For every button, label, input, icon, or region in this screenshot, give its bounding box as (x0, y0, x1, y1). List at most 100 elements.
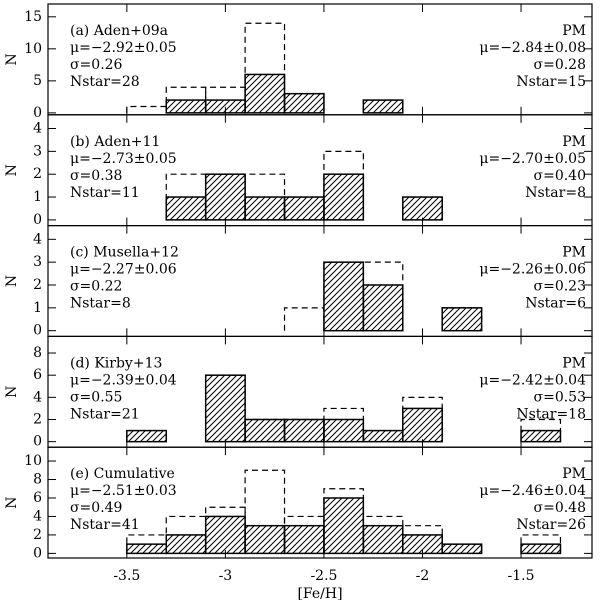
dashed-bar (362, 99, 404, 113)
annotation: μ=−2.46±0.04 (479, 483, 586, 499)
hatched-bar (362, 429, 404, 443)
dashed-bar (205, 506, 246, 554)
y-axis-label: N (4, 386, 20, 398)
y-tick-label: 5 (33, 73, 42, 89)
annotation: μ=−2.26±0.06 (479, 262, 586, 278)
hatched-bar (204, 515, 246, 555)
hatched-bar (323, 497, 365, 555)
hatched-bar (362, 284, 404, 332)
annotation: σ=0.55 (70, 389, 122, 405)
dashed-bar (205, 374, 246, 442)
y-tick-label: 4 (33, 389, 42, 405)
hatched-bar (520, 543, 562, 555)
annotation: PM (562, 355, 586, 371)
y-tick-label: 6 (33, 367, 42, 383)
annotation: Nstar=21 (70, 406, 140, 422)
hatched-bar (204, 99, 246, 114)
x-tick-label: -1.5 (508, 568, 535, 584)
annotation: μ=−2.92±0.05 (70, 40, 177, 56)
annotation: σ=0.28 (534, 57, 586, 73)
dashed-bar (362, 429, 404, 442)
annotation: σ=0.49 (70, 500, 122, 516)
dashed-bar (244, 22, 286, 113)
hatched-bar (204, 374, 246, 443)
annotation: Nstar=15 (516, 74, 586, 90)
dashed-bar (323, 488, 364, 554)
hatched-bar (126, 429, 168, 443)
y-tick-label: 0 (33, 434, 42, 450)
annotation: Nstar=18 (516, 406, 586, 422)
y-tick-label: 8 (33, 472, 42, 488)
dashed-bar (323, 407, 364, 442)
y-tick-label: 0 (33, 105, 42, 121)
annotation: μ=−2.70±0.05 (479, 151, 586, 167)
dashed-bar (283, 515, 325, 554)
y-tick-label: 2 (33, 412, 42, 428)
hatched-bar (244, 73, 286, 114)
hatched-bar (165, 534, 207, 555)
y-tick-label: 2 (33, 527, 42, 543)
x-tick-label: -3 (219, 568, 233, 584)
annotation: σ=0.40 (534, 168, 586, 184)
dashed-bar (165, 515, 207, 554)
annotation: PM (562, 23, 586, 39)
dashed-bar (441, 307, 483, 331)
dashed-bar (520, 418, 562, 442)
dashed-bar (441, 543, 483, 554)
annotation: (b) Aden+11 (70, 134, 160, 150)
annotation: (e) Cumulative (70, 466, 175, 482)
annotation: (a) Aden+09a (70, 23, 168, 39)
dashed-bar (402, 396, 443, 442)
panel-frame (47, 225, 593, 338)
hatched-bar (362, 524, 404, 555)
y-tick-label: 4 (33, 121, 42, 137)
y-axis-label: N (4, 275, 20, 287)
hatched-bar (244, 524, 286, 555)
y-tick-label: 10 (24, 41, 42, 57)
annotation: Nstar=8 (70, 296, 131, 312)
hatched-bar (441, 307, 483, 332)
y-tick-label: 3 (33, 254, 42, 270)
hatched-bar (520, 429, 562, 443)
annotation: μ=−2.73±0.05 (70, 151, 177, 167)
y-tick-label: 4 (33, 231, 42, 247)
dashed-bar (323, 150, 364, 220)
y-tick-label: 4 (33, 508, 42, 524)
hatched-bar (323, 261, 365, 332)
hatched-bar (126, 543, 168, 555)
hatched-bar (283, 196, 325, 221)
y-tick-label: 1 (33, 189, 42, 205)
annotation: PM (562, 466, 586, 482)
annotation: Nstar=6 (525, 296, 586, 312)
hatched-bar (283, 524, 325, 555)
y-tick-label: 1 (33, 300, 42, 316)
hatched-bar (441, 543, 483, 555)
annotation: σ=0.38 (70, 168, 122, 184)
annotation: μ=−2.51±0.03 (70, 483, 177, 499)
hatched-bar (165, 99, 207, 114)
panel-frame (47, 446, 593, 559)
hatched-bar (244, 196, 286, 221)
annotation: PM (562, 134, 586, 150)
dashed-bar (126, 429, 167, 442)
hatched-bar (244, 418, 286, 443)
hatched-bar (323, 173, 365, 221)
annotation: Nstar=8 (525, 185, 586, 201)
hatched-bar (362, 99, 404, 114)
hatched-bar (204, 173, 246, 221)
dashed-bar (165, 173, 207, 220)
annotation: Nstar=41 (70, 517, 140, 533)
y-tick-label: 15 (24, 9, 42, 25)
dashed-bar (244, 469, 286, 554)
y-axis-label: N (4, 164, 20, 176)
hatched-bar (402, 534, 443, 555)
dashed-bar (362, 515, 404, 554)
annotation: σ=0.26 (70, 57, 123, 73)
annotation: σ=0.53 (534, 389, 586, 405)
dashed-bar (283, 307, 325, 331)
annotation: μ=−2.27±0.06 (70, 262, 177, 278)
annotation: PM (562, 245, 586, 261)
annotation: Nstar=28 (70, 74, 140, 90)
annotation: Nstar=26 (516, 517, 586, 533)
